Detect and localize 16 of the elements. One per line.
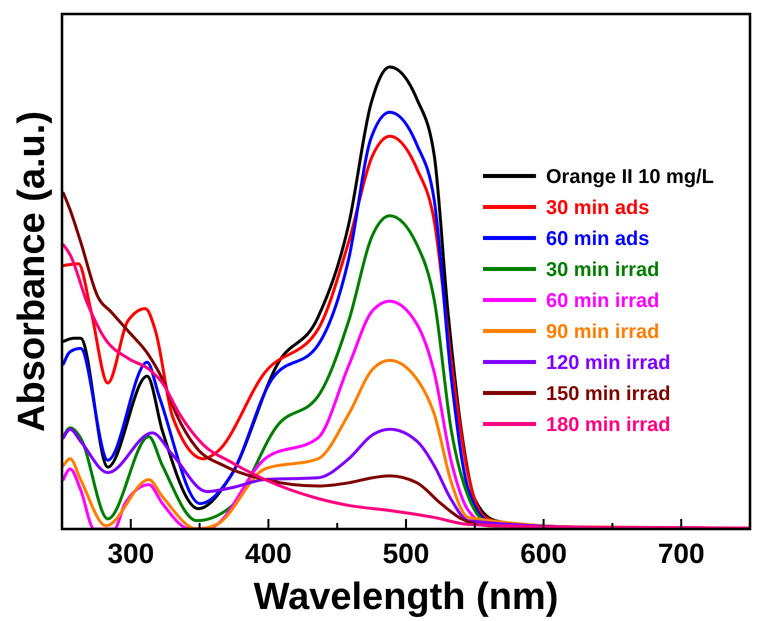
y-axis-title: Absorbance (a.u.) bbox=[11, 111, 53, 432]
x-tick-label: 400 bbox=[245, 538, 292, 569]
legend-label: 60 min ads bbox=[546, 228, 650, 250]
x-tick-label: 300 bbox=[107, 538, 154, 569]
legend-label: 90 min irrad bbox=[546, 321, 660, 343]
legend-label: 60 min irrad bbox=[546, 290, 660, 312]
x-tick-label: 500 bbox=[382, 538, 430, 569]
legend-label: 150 min irrad bbox=[546, 383, 671, 405]
legend-label: Orange II 10 mg/L bbox=[546, 166, 714, 188]
legend-label: 30 min irrad bbox=[546, 259, 660, 281]
legend-label: 120 min irrad bbox=[546, 352, 671, 374]
x-axis-title: Wavelength (nm) bbox=[254, 576, 558, 618]
legend-label: 30 min ads bbox=[546, 197, 650, 219]
x-tick-label: 700 bbox=[658, 538, 705, 569]
x-tick-label: 600 bbox=[520, 538, 567, 569]
legend-label: 180 min irrad bbox=[546, 414, 671, 436]
